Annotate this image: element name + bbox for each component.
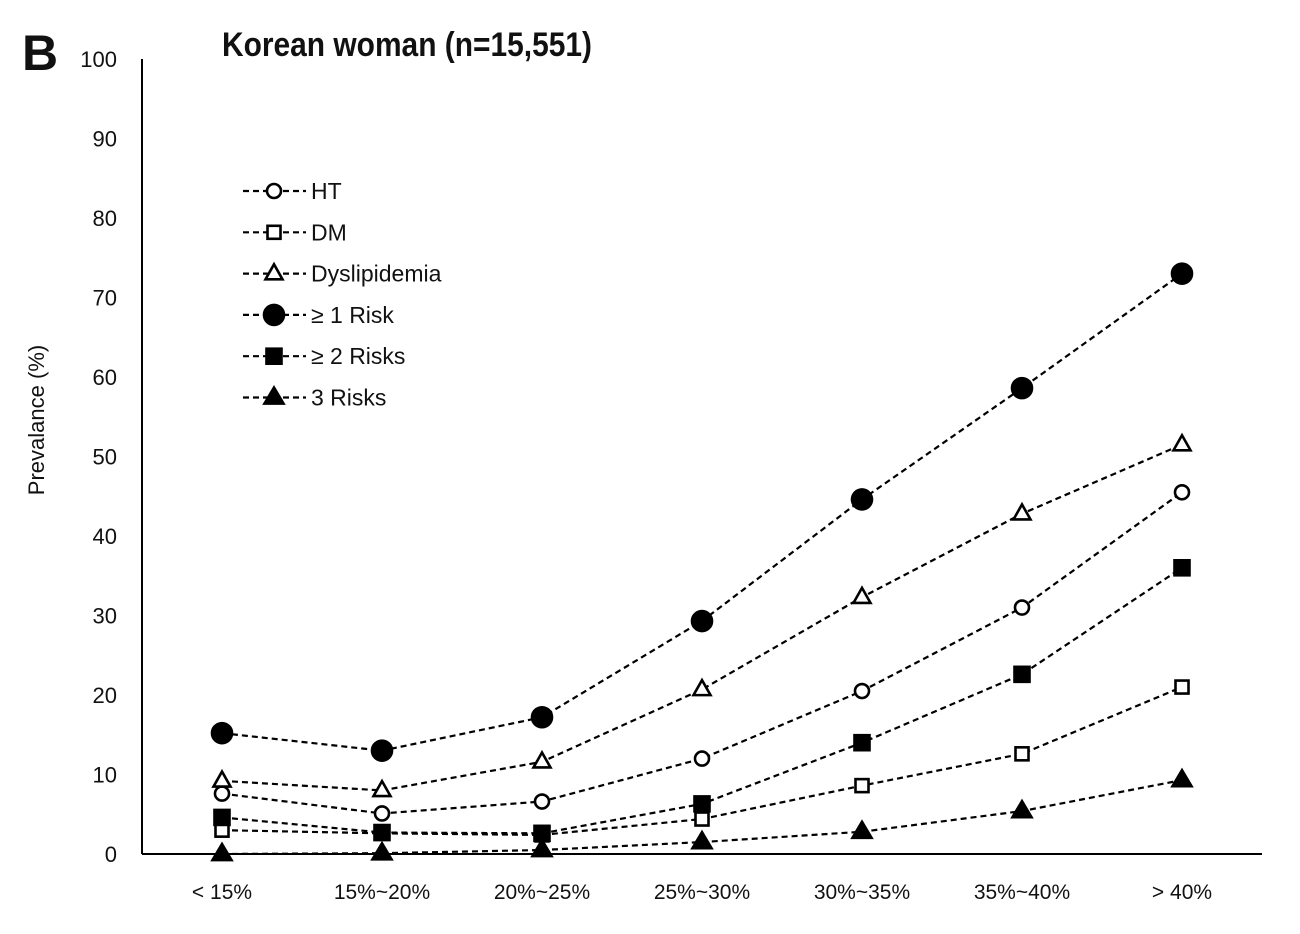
x-tick-label: 20%~25% bbox=[494, 881, 590, 904]
y-tick-label: 90 bbox=[93, 127, 117, 152]
data-point bbox=[693, 750, 711, 767]
x-tick-label: 15%~20% bbox=[334, 881, 430, 904]
y-tick-label: 60 bbox=[93, 365, 117, 390]
legend-label: ≥ 2 Risks bbox=[311, 343, 405, 369]
data-point bbox=[1011, 501, 1033, 521]
x-tick-label: < 15% bbox=[192, 881, 252, 904]
x-tick-labels: < 15% 15%~20% 20%~25% 25%~30% 30%~35% 35%~40%… bbox=[192, 881, 1212, 904]
data-point bbox=[213, 785, 231, 802]
legend-item: HT bbox=[243, 178, 342, 204]
series-3 bbox=[210, 262, 1194, 762]
data-point bbox=[1170, 262, 1194, 285]
legend-marker bbox=[266, 224, 282, 241]
y-tick-labels: 0 10 20 30 40 50 60 70 80 90 100 bbox=[80, 47, 117, 867]
series-4 bbox=[213, 558, 1191, 843]
data-point bbox=[1013, 665, 1031, 684]
x-tick-label: 35%~40% bbox=[974, 881, 1070, 904]
legend-label: HT bbox=[311, 178, 342, 204]
data-point bbox=[213, 808, 231, 827]
legend-marker bbox=[262, 385, 286, 405]
data-point bbox=[854, 777, 870, 794]
data-point bbox=[1010, 798, 1034, 819]
data-point bbox=[1010, 376, 1034, 400]
data-point bbox=[373, 823, 391, 842]
data-point bbox=[853, 682, 871, 700]
x-tick-label: 25%~30% bbox=[654, 881, 750, 904]
data-point bbox=[210, 841, 234, 862]
data-point bbox=[690, 609, 714, 633]
data-point bbox=[690, 829, 714, 850]
chart-title: Korean woman (n=15,551) bbox=[222, 26, 592, 64]
data-point bbox=[1173, 483, 1191, 501]
data-point bbox=[851, 585, 873, 605]
data-point bbox=[850, 488, 874, 511]
x-tick-label: 30%~35% bbox=[814, 881, 910, 904]
data-point bbox=[373, 805, 391, 822]
y-tick-label: 0 bbox=[105, 842, 117, 867]
data-point bbox=[1174, 679, 1190, 695]
y-tick-label: 50 bbox=[93, 445, 117, 470]
y-tick-label: 70 bbox=[93, 286, 117, 311]
data-point bbox=[533, 793, 551, 810]
data-point bbox=[1014, 746, 1030, 762]
data-point bbox=[694, 811, 710, 827]
legend-marker bbox=[262, 303, 286, 327]
panel-label: B bbox=[22, 25, 59, 81]
data-point bbox=[211, 768, 233, 788]
legend-marker bbox=[263, 261, 285, 281]
data-point bbox=[370, 840, 394, 861]
data-point bbox=[1171, 432, 1193, 452]
data-point bbox=[530, 837, 554, 858]
y-tick-label: 40 bbox=[93, 524, 117, 549]
data-point bbox=[531, 749, 553, 769]
legend-item: Dyslipidemia bbox=[243, 261, 442, 287]
y-tick-label: 30 bbox=[93, 604, 117, 629]
series-line bbox=[221, 566, 1183, 835]
legend-marker bbox=[265, 347, 283, 366]
data-point bbox=[853, 733, 871, 752]
legend-label: DM bbox=[311, 219, 347, 245]
x-tick-label: > 40% bbox=[1152, 881, 1212, 904]
data-point bbox=[691, 677, 713, 697]
data-point bbox=[530, 705, 554, 729]
data-point bbox=[370, 739, 394, 762]
legend-item: ≥ 1 Risk bbox=[243, 302, 394, 328]
series-layer bbox=[210, 262, 1194, 862]
legend-marker bbox=[265, 182, 283, 200]
series-2 bbox=[211, 432, 1193, 798]
data-point bbox=[693, 795, 711, 813]
data-point bbox=[1170, 767, 1194, 788]
y-tick-label: 10 bbox=[93, 763, 117, 788]
data-point bbox=[210, 721, 234, 745]
y-tick-label: 80 bbox=[93, 206, 117, 231]
data-point bbox=[1013, 599, 1031, 616]
legend-item: ≥ 2 Risks bbox=[243, 343, 405, 369]
series-5 bbox=[210, 767, 1194, 862]
legend-item: DM bbox=[243, 219, 347, 245]
y-tick-label: 20 bbox=[93, 683, 117, 708]
data-point bbox=[850, 819, 874, 840]
legend: HT DM Dyslipidemia ≥ 1 Risk ≥ 2 Risks 3 Risks bbox=[243, 178, 442, 411]
series-0 bbox=[213, 483, 1191, 822]
data-point bbox=[1173, 558, 1191, 577]
legend-label: Dyslipidemia bbox=[311, 261, 442, 287]
y-axis-title: Prevalance (%) bbox=[24, 345, 49, 495]
legend-label: 3 Risks bbox=[311, 385, 386, 411]
legend-item: 3 Risks bbox=[243, 385, 386, 411]
data-point bbox=[371, 778, 393, 798]
legend-label: ≥ 1 Risk bbox=[311, 302, 394, 328]
y-tick-label: 100 bbox=[80, 47, 117, 72]
